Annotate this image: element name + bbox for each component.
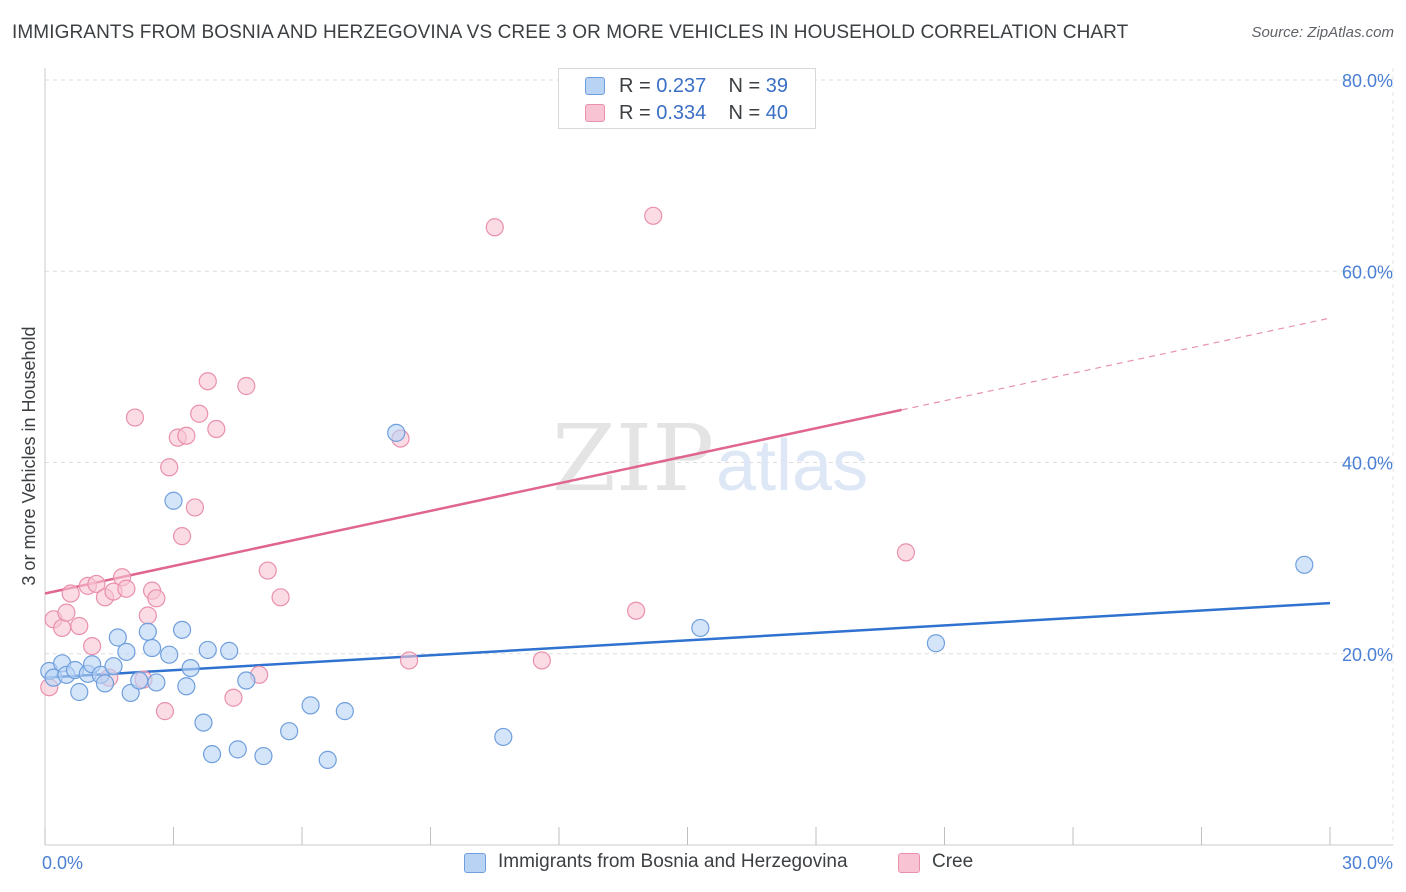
source-label: Source: ZipAtlas.com — [1251, 24, 1394, 41]
r-label: R = — [619, 75, 657, 97]
bosnia-point — [198, 640, 217, 660]
cree-point — [147, 589, 166, 608]
cree-point — [160, 458, 179, 477]
chart-title: IMMIGRANTS FROM BOSNIA AND HERZEGOVINA V… — [12, 22, 1129, 43]
bosnia-point — [164, 491, 183, 510]
x-tick-label-max: 30.0% — [1342, 853, 1393, 873]
cree-point — [485, 218, 504, 237]
stats-legend: R = 0.237 N = 39 R = 0.334 N = 40 — [558, 68, 816, 129]
stats-text: R = 0.334 N = 40 — [619, 102, 788, 125]
cree-point — [172, 527, 192, 546]
data-points — [40, 206, 1314, 769]
cree-point — [185, 498, 205, 517]
cree-point — [207, 419, 226, 439]
cree-point — [896, 543, 916, 562]
y-tick-label: 20.0% — [1342, 645, 1393, 665]
bosnia-point — [147, 673, 166, 692]
cree-point — [87, 574, 106, 594]
bosnia-point — [95, 674, 115, 693]
cree-point — [83, 636, 102, 656]
bosnia-point — [177, 677, 196, 696]
cree-point — [61, 584, 80, 603]
cree-point — [198, 372, 217, 391]
bosnia-point — [1295, 555, 1314, 574]
bosnia-point — [130, 671, 149, 690]
n-value: 39 — [765, 75, 789, 97]
cree-point — [138, 606, 157, 625]
bosnia-point — [104, 657, 123, 676]
cree-point — [224, 688, 243, 707]
bosnia-point — [335, 702, 354, 721]
cree-point — [117, 579, 136, 598]
r-value: 0.237 — [656, 75, 707, 97]
bosnia-point — [142, 638, 162, 658]
y-axis-title: 3 or more Vehicles in Household — [19, 326, 39, 585]
trend-lines — [44, 317, 1331, 679]
y-tick-label: 40.0% — [1342, 454, 1393, 474]
cree-point — [644, 206, 663, 225]
bosnia-point — [194, 713, 213, 732]
bosnia-trend-line — [44, 601, 1331, 679]
watermark-zip: ZIP — [552, 405, 714, 512]
watermark-atlas: atlas — [716, 426, 868, 506]
r-label: R = — [619, 102, 657, 124]
n-label: N = — [728, 102, 766, 124]
bosnia-point — [926, 634, 946, 653]
r-value: 0.334 — [656, 102, 707, 124]
stats-text: R = 0.237 N = 39 — [619, 75, 788, 98]
bosnia-swatch — [464, 853, 486, 873]
bosnia-point — [138, 622, 157, 641]
bosnia-point — [254, 746, 273, 766]
bosnia-point — [202, 745, 222, 764]
bosnia-point — [220, 641, 239, 660]
cree-point — [53, 618, 72, 638]
axis-labels: 20.0% 40.0% 60.0% 80.0% 0.0% 30.0% — [42, 71, 1393, 873]
cree-point — [626, 601, 646, 620]
cree-point — [237, 376, 256, 396]
cree-point — [532, 651, 551, 670]
cree-point — [399, 651, 419, 670]
cree-point — [125, 408, 145, 427]
cree-point — [155, 702, 175, 721]
bosnia-point — [172, 620, 192, 639]
bosnia-point — [280, 722, 299, 741]
axes — [44, 68, 1394, 846]
n-label: N = — [728, 75, 766, 97]
cree-trend-line — [44, 408, 902, 595]
cree-point — [258, 561, 277, 580]
y-tick-label: 80.0% — [1342, 71, 1393, 91]
bosnia-point — [237, 671, 256, 690]
bosnia-point — [160, 645, 179, 664]
bosnia-point — [121, 683, 140, 703]
n-value: 40 — [765, 102, 789, 124]
x-tick-label-min: 0.0% — [42, 853, 83, 873]
cree-point — [271, 588, 290, 607]
cree-point — [177, 426, 196, 445]
bosnia-point — [301, 696, 320, 715]
y-tick-label: 60.0% — [1342, 262, 1393, 282]
cree-swatch — [585, 104, 605, 122]
bosnia-point — [181, 658, 200, 678]
cree-swatch — [898, 853, 920, 873]
legend-label: Cree — [932, 851, 974, 872]
bosnia-point — [228, 740, 247, 759]
bosnia-swatch — [585, 77, 605, 95]
cree-trend-line-extrapolated — [901, 317, 1331, 411]
bosnia-point — [318, 750, 337, 769]
cree-point — [57, 603, 76, 622]
cree-point — [70, 616, 89, 636]
watermark: ZIP atlas — [552, 405, 868, 512]
bosnia-point — [70, 682, 89, 702]
legend-label: Immigrants from Bosnia and Herzegovina — [498, 851, 848, 872]
bosnia-point — [691, 618, 710, 638]
bosnia-point — [117, 642, 136, 661]
bosnia-point — [108, 628, 127, 647]
bosnia-point — [494, 727, 513, 747]
cree-point — [190, 404, 209, 423]
bosnia-point — [387, 423, 406, 442]
gridlines — [45, 79, 1393, 655]
